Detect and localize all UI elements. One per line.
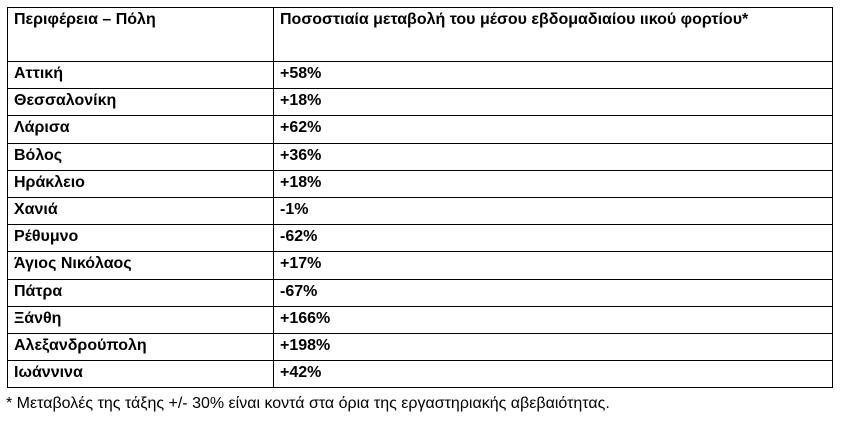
region-cell: Αττική: [7, 60, 274, 90]
region-cell: Χανιά: [7, 196, 274, 226]
region-cell: Αλεξανδρούπολη: [7, 332, 274, 362]
region-cell: Ιωάννινα: [7, 360, 274, 389]
region-cell: Βόλος: [7, 142, 274, 171]
change-cell: +18%: [273, 88, 833, 117]
table-row: Αττική +58%: [7, 60, 833, 90]
region-cell: Άγιος Νικόλαος: [7, 251, 274, 280]
table-row: Βόλος +36%: [7, 142, 833, 171]
region-cell: Ξάνθη: [7, 305, 274, 334]
change-cell: +62%: [273, 115, 833, 144]
table-row: Ξάνθη +166%: [7, 305, 833, 334]
change-cell: +42%: [273, 360, 833, 389]
change-cell: -62%: [273, 224, 833, 253]
change-cell: +17%: [273, 251, 833, 280]
change-cell: -67%: [273, 278, 833, 307]
column-header-region: Περιφέρεια – Πόλη: [7, 7, 274, 62]
table-row: Άγιος Νικόλαος +17%: [7, 251, 833, 280]
region-cell: Πάτρα: [7, 278, 274, 307]
region-cell: Θεσσαλονίκη: [7, 88, 274, 117]
viral-load-table: Περιφέρεια – Πόλη Ποσοστιαία μεταβολή το…: [7, 7, 833, 389]
table-row: Αλεξανδρούπολη +198%: [7, 332, 833, 362]
region-cell: Ρέθυμνο: [7, 224, 274, 253]
column-header-change: Ποσοστιαία μεταβολή του μέσου εβδομαδιαί…: [273, 7, 833, 62]
region-cell: Ηράκλειο: [7, 169, 274, 198]
change-cell: +166%: [273, 305, 833, 334]
region-cell: Λάρισα: [7, 115, 274, 144]
table-row: Θεσσαλονίκη +18%: [7, 88, 833, 117]
table-row: Ηράκλειο +18%: [7, 169, 833, 198]
table-row: Λάρισα +62%: [7, 115, 833, 144]
table-header-row: Περιφέρεια – Πόλη Ποσοστιαία μεταβολή το…: [7, 7, 833, 62]
change-cell: +58%: [273, 60, 833, 90]
change-cell: +36%: [273, 142, 833, 171]
table-row: Ρέθυμνο -62%: [7, 224, 833, 253]
table-row: Πάτρα -67%: [7, 278, 833, 307]
change-cell: +198%: [273, 332, 833, 362]
change-cell: +18%: [273, 169, 833, 198]
table-row: Χανιά -1%: [7, 196, 833, 226]
table-row: Ιωάννινα +42%: [7, 360, 833, 389]
footnote: * Μεταβολές της τάξης +/- 30% είναι κοντ…: [6, 395, 610, 412]
change-cell: -1%: [273, 196, 833, 226]
